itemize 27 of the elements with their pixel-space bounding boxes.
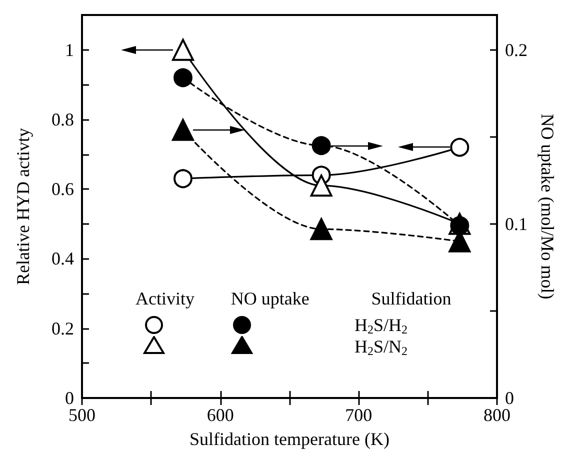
y-tick-label: 0.8	[52, 109, 74, 130]
annotation: NO uptake	[230, 288, 310, 308]
y2-axis-title: NO uptake (mol/Mo mol)	[537, 114, 558, 300]
annotation: Sulfidation	[371, 288, 452, 308]
point	[172, 118, 194, 141]
point	[450, 138, 470, 157]
y-tick-label: 0.6	[52, 179, 74, 200]
y2-tick-label: 0.1	[505, 214, 528, 234]
y-tick-label: 0.4	[52, 248, 74, 269]
y-tick-label: 0	[65, 388, 74, 408]
y2-tick-label: 0.2	[505, 40, 528, 60]
point	[310, 218, 332, 240]
x-axis-title: Sulfidation temperature (K)	[190, 429, 390, 449]
y-axis-title: Relative HYD activty	[13, 128, 33, 285]
point	[172, 38, 194, 61]
y2-tick-label: 0	[505, 388, 514, 408]
point	[310, 174, 332, 197]
x-tick-label: 600	[206, 405, 234, 425]
y-tick-label: 0.2	[52, 318, 74, 338]
x-tick-label: 700	[345, 405, 372, 425]
point	[312, 136, 331, 156]
annotation: Activity	[136, 288, 194, 308]
y-tick-label: 1	[65, 40, 74, 60]
point	[174, 169, 192, 188]
point	[174, 68, 192, 88]
x-tick-label: 800	[484, 405, 510, 425]
x-tick-label: 500	[68, 405, 96, 425]
